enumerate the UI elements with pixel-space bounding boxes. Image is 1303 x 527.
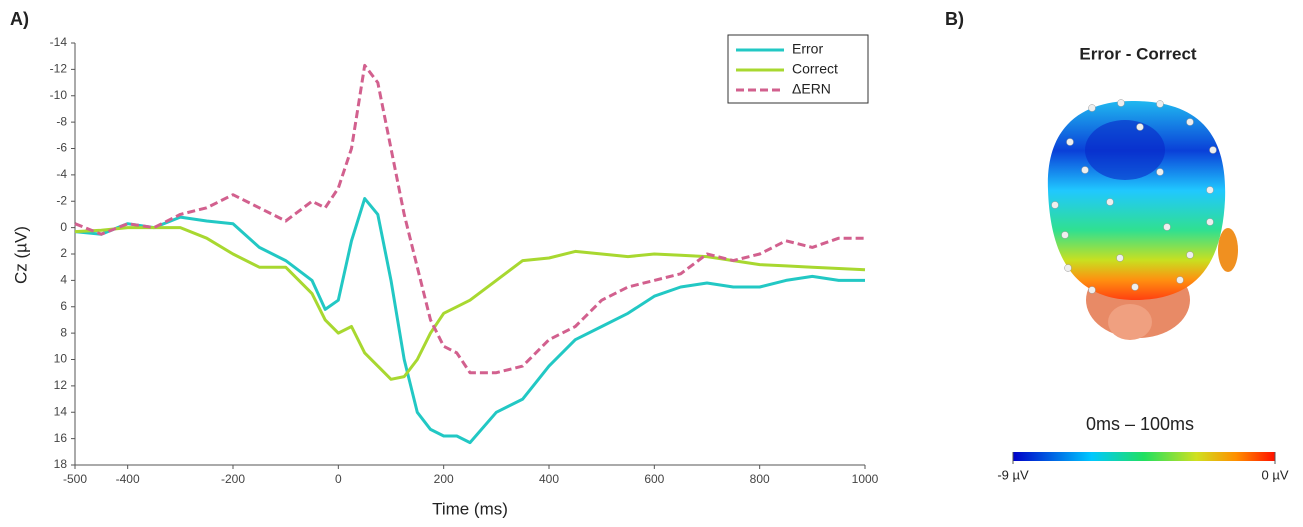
y-tick-label: -14 (50, 35, 68, 49)
legend-label: ΔERN (792, 81, 831, 97)
y-tick-label: 14 (54, 404, 68, 418)
colorbar-label: 0 µV (1261, 467, 1288, 482)
y-tick-label: -8 (56, 114, 67, 128)
x-tick-label: 400 (539, 472, 559, 486)
y-tick-label: 16 (54, 431, 68, 445)
series-line (74, 63, 865, 375)
y-tick-label: -6 (56, 141, 67, 155)
y-tick-label: -12 (50, 62, 68, 76)
colorbar-label: -9 µV (997, 467, 1029, 482)
x-tick-label: 200 (434, 472, 454, 486)
panel-label: A) (10, 9, 29, 29)
x-tick-label: -500 (63, 472, 87, 486)
topomap-subtitle: 0ms – 100ms (1086, 414, 1194, 434)
y-tick-label: 6 (60, 299, 67, 313)
y-tick-label: 4 (60, 273, 67, 287)
x-tick-label: 800 (750, 472, 770, 486)
y-tick-label: -4 (56, 167, 67, 181)
colorbar (1013, 452, 1275, 461)
y-tick-label: 2 (60, 246, 67, 260)
series-line (74, 226, 866, 381)
legend-label: Correct (792, 61, 838, 77)
y-tick-label: 8 (60, 325, 67, 339)
panel-label: B) (945, 9, 964, 29)
x-tick-label: 0 (335, 472, 342, 486)
topomap-title: Error - Correct (1079, 44, 1196, 63)
y-tick-label: 18 (54, 457, 68, 471)
y-tick-label: -10 (50, 88, 68, 102)
y-axis-label: Cz (µV) (11, 226, 30, 284)
y-tick-label: -2 (56, 193, 67, 207)
x-tick-label: -400 (116, 472, 140, 486)
y-tick-label: 12 (54, 378, 68, 392)
y-tick-label: 10 (54, 352, 68, 366)
legend-label: Error (792, 41, 823, 57)
x-axis-label: Time (ms) (432, 499, 508, 518)
series-line (74, 197, 865, 445)
head-illustration (1047, 99, 1238, 340)
x-tick-label: 1000 (852, 472, 879, 486)
x-tick-label: 600 (644, 472, 664, 486)
x-tick-label: -200 (221, 472, 245, 486)
y-tick-label: 0 (60, 220, 67, 234)
